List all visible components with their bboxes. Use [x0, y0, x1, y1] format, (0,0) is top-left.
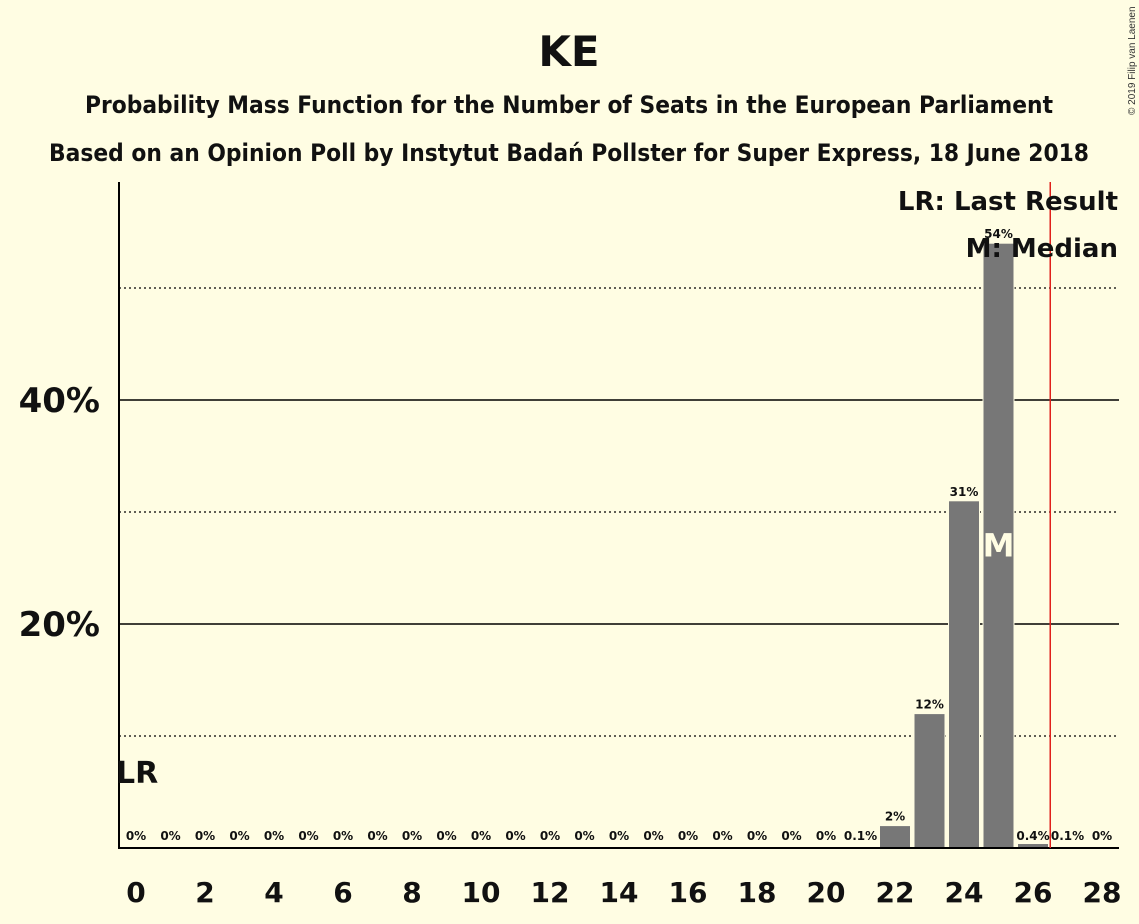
gridlines: [119, 287, 1119, 737]
bar-value-label: 0%: [816, 829, 836, 843]
x-tick-label: 24: [945, 876, 984, 909]
legend-median: M: Median: [966, 234, 1118, 264]
x-tick-label: 22: [876, 876, 915, 909]
bar-value-label: 0%: [402, 829, 422, 843]
last-result-marker: LR: [116, 756, 158, 791]
bar-value-label: 31%: [950, 485, 979, 499]
legend-last-result: LR: Last Result: [898, 187, 1118, 217]
bar-value-label: 0.1%: [844, 829, 877, 843]
bar-value-label: 54%: [984, 227, 1013, 241]
chart-title: KE: [538, 27, 599, 76]
median-marker: M: [983, 527, 1015, 565]
x-tick-label: 28: [1083, 876, 1122, 909]
x-tick-label: 26: [1014, 876, 1053, 909]
bar-value-labels: 0% 0% 0% 0% 0% 0% 0% 0% 0% 0% 0% 0% 0% 0% 0% 0% 0% 0% 0% 0%…: [126, 227, 1112, 843]
chart-subtitle-1: Probability Mass Function for the Number…: [85, 91, 1053, 119]
bar-value-label: 0%: [1092, 829, 1112, 843]
y-tick-label: 20%: [19, 605, 100, 645]
y-tick-label: 40%: [19, 381, 100, 421]
bar-value-label: 0%: [195, 829, 215, 843]
x-axis-ticks: 0 2 4 6 8 10 12 14 16 18 20 22 24 26 28: [126, 876, 1121, 909]
copyright-notice: © 2019 Filip van Laenen: [1127, 6, 1138, 115]
bars: [844, 242, 1084, 849]
bar-value-label: 0%: [264, 829, 284, 843]
bar-value-label: 0%: [781, 829, 801, 843]
x-tick-label: 20: [807, 876, 846, 909]
bar-value-label: 12%: [915, 698, 944, 712]
bar-value-label: 0.4%: [1016, 829, 1049, 843]
bar-value-label: 0%: [712, 829, 732, 843]
y-axis-ticks: 20% 40%: [19, 381, 100, 645]
x-tick-label: 2: [195, 876, 214, 909]
bar-value-label: 0%: [574, 829, 594, 843]
bar-value-label: 0%: [540, 829, 560, 843]
x-tick-label: 6: [333, 876, 352, 909]
x-tick-label: 0: [126, 876, 145, 909]
bar-value-label: 0%: [678, 829, 698, 843]
bar-value-label: 0%: [643, 829, 663, 843]
x-tick-label: 18: [738, 876, 777, 909]
bar-value-label: 0%: [333, 829, 353, 843]
x-tick-label: 8: [402, 876, 421, 909]
bar-value-label: 0%: [126, 829, 146, 843]
x-tick-label: 14: [600, 876, 639, 909]
bar-value-label: 0%: [471, 829, 491, 843]
x-tick-label: 4: [264, 876, 283, 909]
bar: [913, 713, 946, 849]
x-tick-label: 10: [462, 876, 501, 909]
bar-value-label: 0%: [436, 829, 456, 843]
chart-subtitle-2: Based on an Opinion Poll by Instytut Bad…: [49, 139, 1089, 167]
bar-value-label: 0%: [229, 829, 249, 843]
bar-value-label: 0.1%: [1051, 829, 1084, 843]
bar-value-label: 0%: [609, 829, 629, 843]
bar-value-label: 0%: [298, 829, 318, 843]
bar-value-label: 0%: [367, 829, 387, 843]
x-tick-label: 16: [669, 876, 708, 909]
x-tick-label: 12: [531, 876, 570, 909]
bar-value-label: 2%: [885, 810, 905, 824]
bar: [948, 500, 980, 849]
bar: [879, 825, 911, 849]
bar-value-label: 0%: [747, 829, 767, 843]
bar: [982, 242, 1015, 849]
bar-value-label: 0%: [160, 829, 180, 843]
bar-value-label: 0%: [505, 829, 525, 843]
